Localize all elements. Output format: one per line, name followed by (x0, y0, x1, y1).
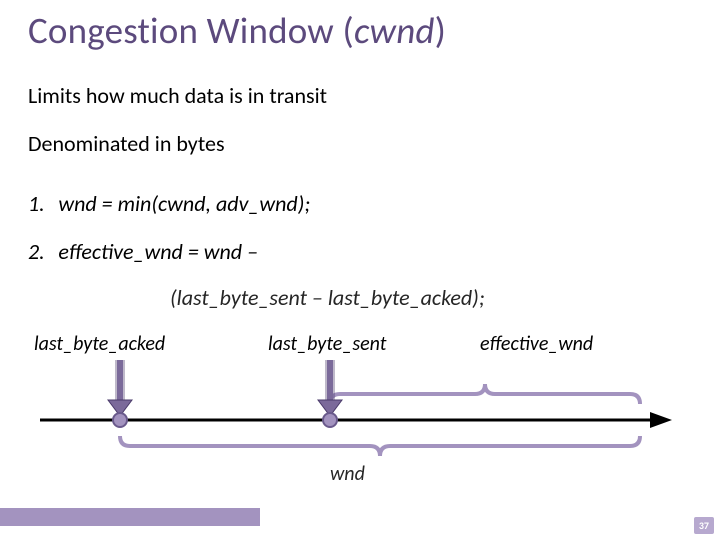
page-number: 37 (694, 517, 714, 534)
brace-effective-wnd (330, 384, 640, 404)
axis-arrowhead (650, 412, 672, 428)
marker-sent (323, 413, 337, 427)
eq2a-text: effective_wnd = wnd – (58, 238, 258, 265)
brace-wnd (120, 436, 640, 456)
slide-title: Congestion Window (cwnd) (28, 8, 446, 53)
marker-acked (113, 413, 127, 427)
eq2-number: 2. (28, 238, 45, 265)
title-cwnd: cwnd (354, 8, 435, 53)
eq1-number: 1. (28, 190, 45, 217)
title-post: ) (435, 8, 446, 53)
body-line-1: Limits how much data is in transit (28, 82, 327, 109)
eq1-text: wnd = min(cwnd, adv_wnd); (58, 190, 310, 217)
footer-accent-bar (0, 508, 260, 526)
body-line-2: Denominated in bytes (28, 130, 225, 157)
title-pre: Congestion Window ( (28, 8, 354, 53)
window-diagram (0, 350, 720, 470)
label-wnd: wnd (330, 462, 365, 486)
arrow-last-byte-acked (108, 360, 132, 416)
equation-1: 1. wnd = min(cwnd, adv_wnd); (28, 190, 310, 217)
arrow-last-byte-sent (318, 360, 342, 416)
equation-2b: (last_byte_sent – last_byte_acked); (170, 284, 485, 311)
equation-2a: 2. effective_wnd = wnd – (28, 238, 258, 265)
